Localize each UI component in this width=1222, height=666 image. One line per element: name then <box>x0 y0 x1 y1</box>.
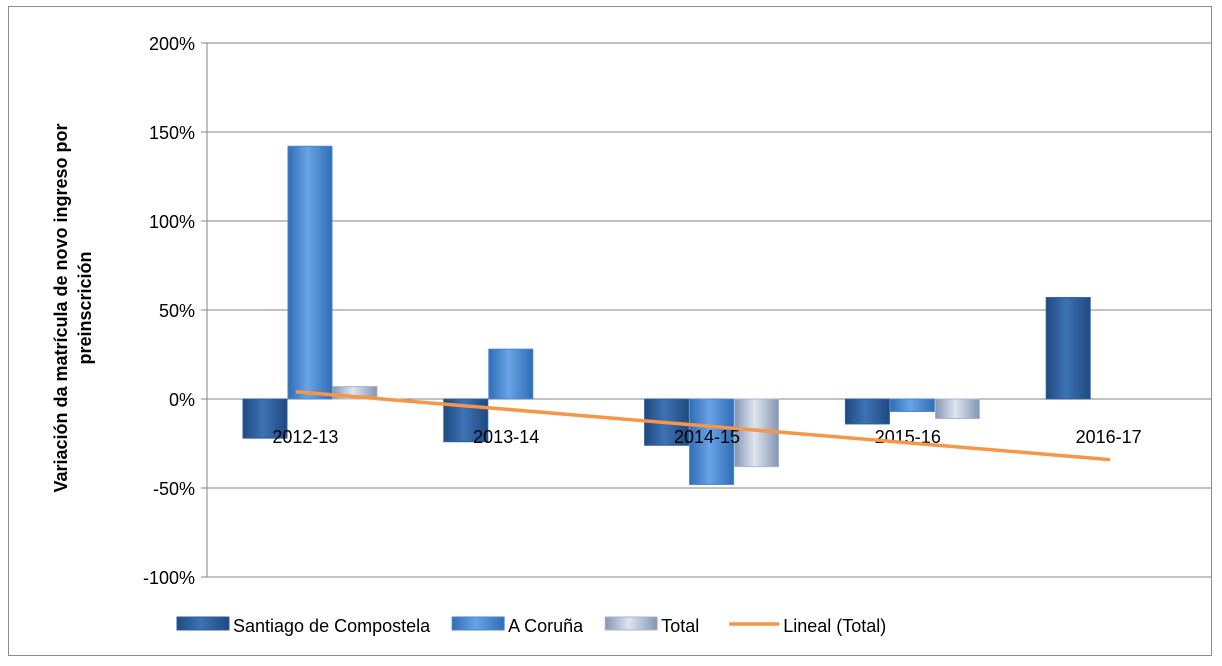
bars <box>242 145 1091 485</box>
bar-chart: 200% 150% 100% 50% 0% -50% -100% 2012-13 2013-1… <box>51 34 1211 636</box>
legend-label: Santiago de Compostela <box>233 616 431 636</box>
bar-santiago-de-compostela <box>1045 297 1091 400</box>
trendline-layer <box>295 390 1111 462</box>
bar-santiago-de-compostela <box>844 398 890 425</box>
x-tick-label: 2012-13 <box>272 427 338 447</box>
bar-santiago-de-compostela <box>242 398 288 439</box>
x-tick-label: 2014-15 <box>674 427 740 447</box>
y-tick-label: 0% <box>169 390 195 410</box>
x-tick-label: 2016-17 <box>1076 427 1142 447</box>
x-tick-label: 2013-14 <box>473 427 539 447</box>
legend-swatch <box>451 616 505 631</box>
legend-label: Total <box>661 616 699 636</box>
chart-frame: 200% 150% 100% 50% 0% -50% -100% 2012-13 2013-1… <box>8 6 1212 656</box>
legend-label: A Coruña <box>508 616 584 636</box>
legend: Santiago de Compostela A Coruña Total Linea… <box>176 616 886 636</box>
y-tick-label: 50% <box>159 301 195 321</box>
y-axis-ticks: 200% 150% 100% 50% 0% -50% -100% <box>143 34 195 588</box>
trendline <box>295 390 1111 462</box>
y-tick-label: -50% <box>153 479 195 499</box>
y-tick-label: 100% <box>149 212 195 232</box>
legend-label: Lineal (Total) <box>783 616 886 636</box>
y-axis-label-line2: preinscrición <box>75 251 95 364</box>
y-tick-label: 200% <box>149 34 195 54</box>
legend-swatch <box>176 616 230 631</box>
x-axis-ticks: 2012-13 2013-14 2014-15 2015-16 2016-17 <box>272 427 1141 447</box>
bar-total <box>934 398 980 420</box>
bar-a-coru-a <box>889 398 935 412</box>
bar-a-coru-a <box>689 398 735 485</box>
bar-a-coru-a <box>488 348 534 400</box>
y-axis-label-line1: Variación da matrícula de novo ingreso p… <box>51 123 71 492</box>
y-tick-label: -100% <box>143 568 195 588</box>
legend-swatch <box>604 616 658 631</box>
bar-a-coru-a <box>287 145 333 400</box>
y-tick-label: 150% <box>149 123 195 143</box>
